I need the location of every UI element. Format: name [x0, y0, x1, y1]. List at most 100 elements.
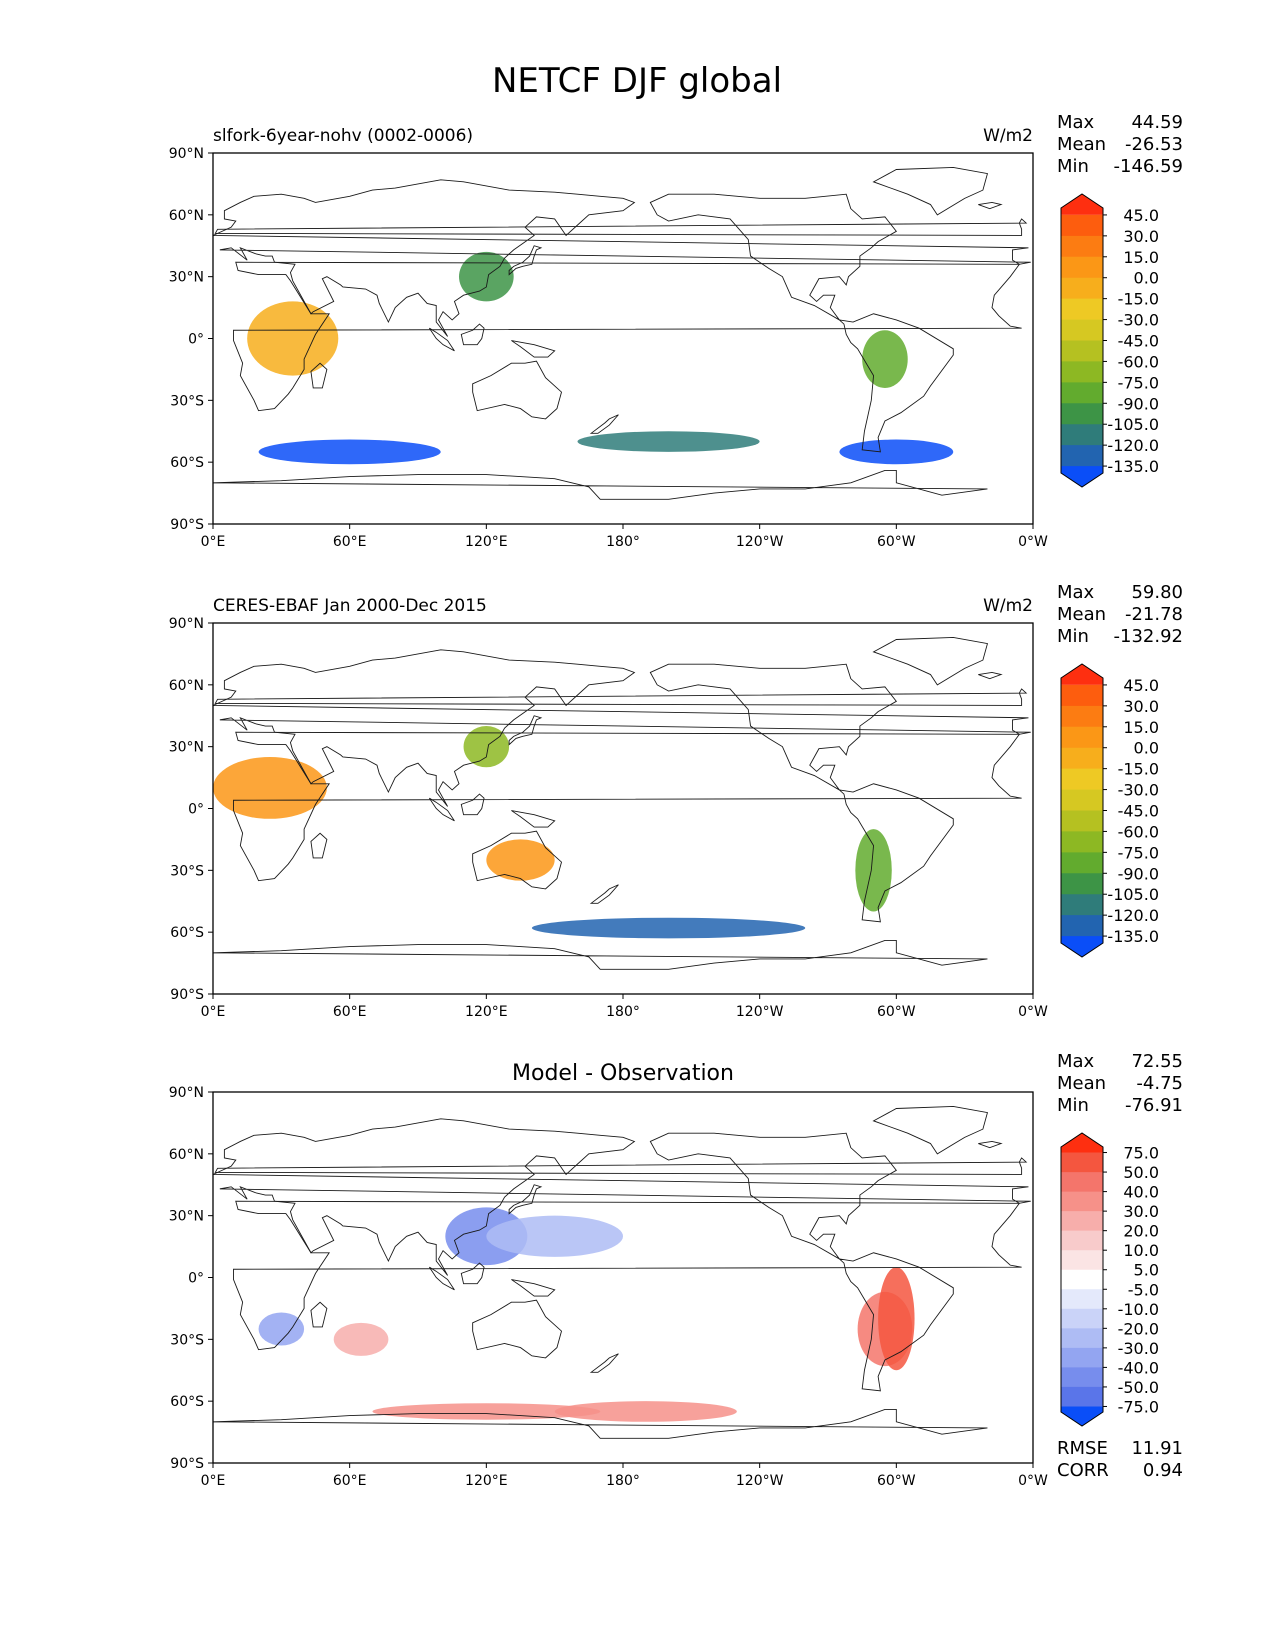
stat-label-min: Min [1057, 156, 1089, 177]
coastline-12 [214, 688, 1028, 706]
y-tick-label: 30°N [169, 1209, 204, 1225]
colorbar-label: -75.0 [1118, 373, 1159, 392]
x-tick-label: 60°E [333, 1473, 367, 1489]
stat-label-max: Max [1057, 112, 1095, 133]
x-tick-label: 180° [606, 1473, 640, 1489]
coastline-9 [429, 327, 455, 352]
colorbar-label: -45.0 [1118, 802, 1159, 821]
panel-units: W/m2 [983, 126, 1033, 146]
colorbar-swatch [1061, 256, 1103, 279]
x-tick-label: 0°E [201, 1004, 226, 1020]
colorbar-swatch [1061, 214, 1103, 237]
stat-value-mean: -4.75 [1136, 1073, 1183, 1094]
x-tick-label: 60°E [333, 534, 367, 550]
colorbar-swatch [1061, 424, 1103, 446]
colorbar-swatch [1061, 466, 1103, 487]
colorbar-swatch [1061, 319, 1103, 341]
panel-2: 0°E 60°E 120°E 180° 120°W 60°W 0°W 90°N 60°N 30°N… [169, 582, 1183, 1020]
colorbar-swatch [1061, 1152, 1103, 1173]
coastline-4 [837, 1252, 954, 1392]
field-feature-4 [531, 917, 806, 939]
colorbar-label: -135.0 [1107, 457, 1159, 476]
field-feature-0 [459, 251, 514, 302]
coastline-1 [310, 1301, 328, 1328]
coastline-14 [213, 469, 988, 524]
colorbar-swatch [1061, 194, 1103, 215]
y-tick-label: 60°S [170, 455, 204, 471]
coastline-2 [472, 360, 563, 420]
figure-title: NETCF DJF global [492, 61, 782, 101]
y-tick-label: 30°S [170, 863, 204, 879]
stat-value-max: 44.59 [1131, 112, 1183, 133]
colorbar-swatch [1061, 1289, 1103, 1310]
colorbar-swatch [1061, 235, 1103, 258]
colorbar-label: 15.0 [1123, 248, 1159, 267]
colorbar-swatch [1061, 768, 1103, 791]
colorbar-swatch [1061, 789, 1103, 811]
colorbar-label: -5.0 [1128, 1280, 1159, 1299]
colorbar-label: 40.0 [1123, 1183, 1159, 1202]
colorbar-label: 0.0 [1134, 739, 1159, 758]
coastline-14 [213, 1408, 988, 1463]
coastline-2 [472, 1299, 563, 1359]
stat-label-mean: Mean [1057, 134, 1106, 155]
colorbar-swatch [1061, 1191, 1103, 1212]
x-tick-label: 0°E [201, 1473, 226, 1489]
colorbar-swatch [1061, 1328, 1103, 1349]
colorbar-swatch [1061, 873, 1103, 895]
x-tick-label: 60°E [333, 1004, 367, 1020]
x-tick-label: 180° [606, 1004, 640, 1020]
panel-title: Model - Observation [512, 1061, 734, 1086]
colorbar-swatch [1061, 1172, 1103, 1193]
colorbar-label: 30.0 [1123, 1202, 1159, 1221]
coastline-7 [213, 649, 1031, 807]
colorbar-swatch [1061, 831, 1103, 853]
y-tick-label: 60°N [169, 208, 204, 224]
x-tick-label: 120°E [465, 534, 508, 550]
panels-group: 0°E 60°E 120°E 180° 120°W 60°W 0°W 90°N 60°N 30°N… [169, 112, 1183, 1489]
x-tick-label: 120°W [736, 534, 784, 550]
colorbar-label: -10.0 [1118, 1300, 1159, 1319]
colorbar-label: -15.0 [1118, 290, 1159, 309]
stat-label-mean: Mean [1057, 604, 1106, 625]
x-tick-label: 60°W [877, 534, 916, 550]
coastline-12 [214, 1157, 1028, 1175]
coastline-10 [460, 1262, 485, 1285]
y-tick-label: 30°N [169, 270, 204, 286]
colorbar-label: -120.0 [1107, 436, 1159, 455]
y-tick-label: 30°N [169, 740, 204, 756]
colorbar-swatch [1061, 403, 1103, 425]
coastline-14 [213, 939, 988, 994]
panel-title: slfork-6year-nohv (0002-0006) [213, 126, 473, 146]
colorbar-swatch [1061, 915, 1103, 937]
coastline-12 [214, 218, 1028, 236]
y-tick-label: 0° [188, 1271, 204, 1287]
colorbar: 75.050.040.030.020.010.05.0-5.0-10.0-20.… [1060, 1132, 1159, 1427]
colorbar-label: -30.0 [1118, 311, 1159, 330]
x-tick-label: 180° [606, 534, 640, 550]
y-tick-label: 30°S [170, 1332, 204, 1348]
panel-1: 0°E 60°E 120°E 180° 120°W 60°W 0°W 90°N 60°N 30°N… [169, 112, 1183, 550]
colorbar-label: 45.0 [1123, 206, 1159, 225]
field-feature-2 [862, 330, 908, 388]
colorbar-label: -50.0 [1118, 1378, 1159, 1397]
colorbar-label: -90.0 [1118, 864, 1159, 883]
map-field [213, 1105, 1031, 1463]
map-field [213, 636, 1031, 994]
colorbar-swatch [1061, 747, 1103, 770]
colorbar-label: -120.0 [1107, 906, 1159, 925]
colorbar-label: 30.0 [1123, 697, 1159, 716]
colorbar-outline [1060, 663, 1104, 958]
field-feature-1 [486, 1215, 623, 1257]
field-feature-5 [258, 1312, 305, 1346]
field-feature-3 [878, 1267, 915, 1371]
y-tick-label: 60°S [170, 1394, 204, 1410]
colorbar-outline [1060, 1132, 1104, 1427]
field-feature-6 [554, 1401, 737, 1422]
x-tick-label: 120°E [465, 1004, 508, 1020]
colorbar-swatch [1061, 1230, 1103, 1251]
coastline-13 [978, 202, 1003, 210]
coastline-9 [429, 797, 455, 822]
colorbar-label: -75.0 [1118, 843, 1159, 862]
